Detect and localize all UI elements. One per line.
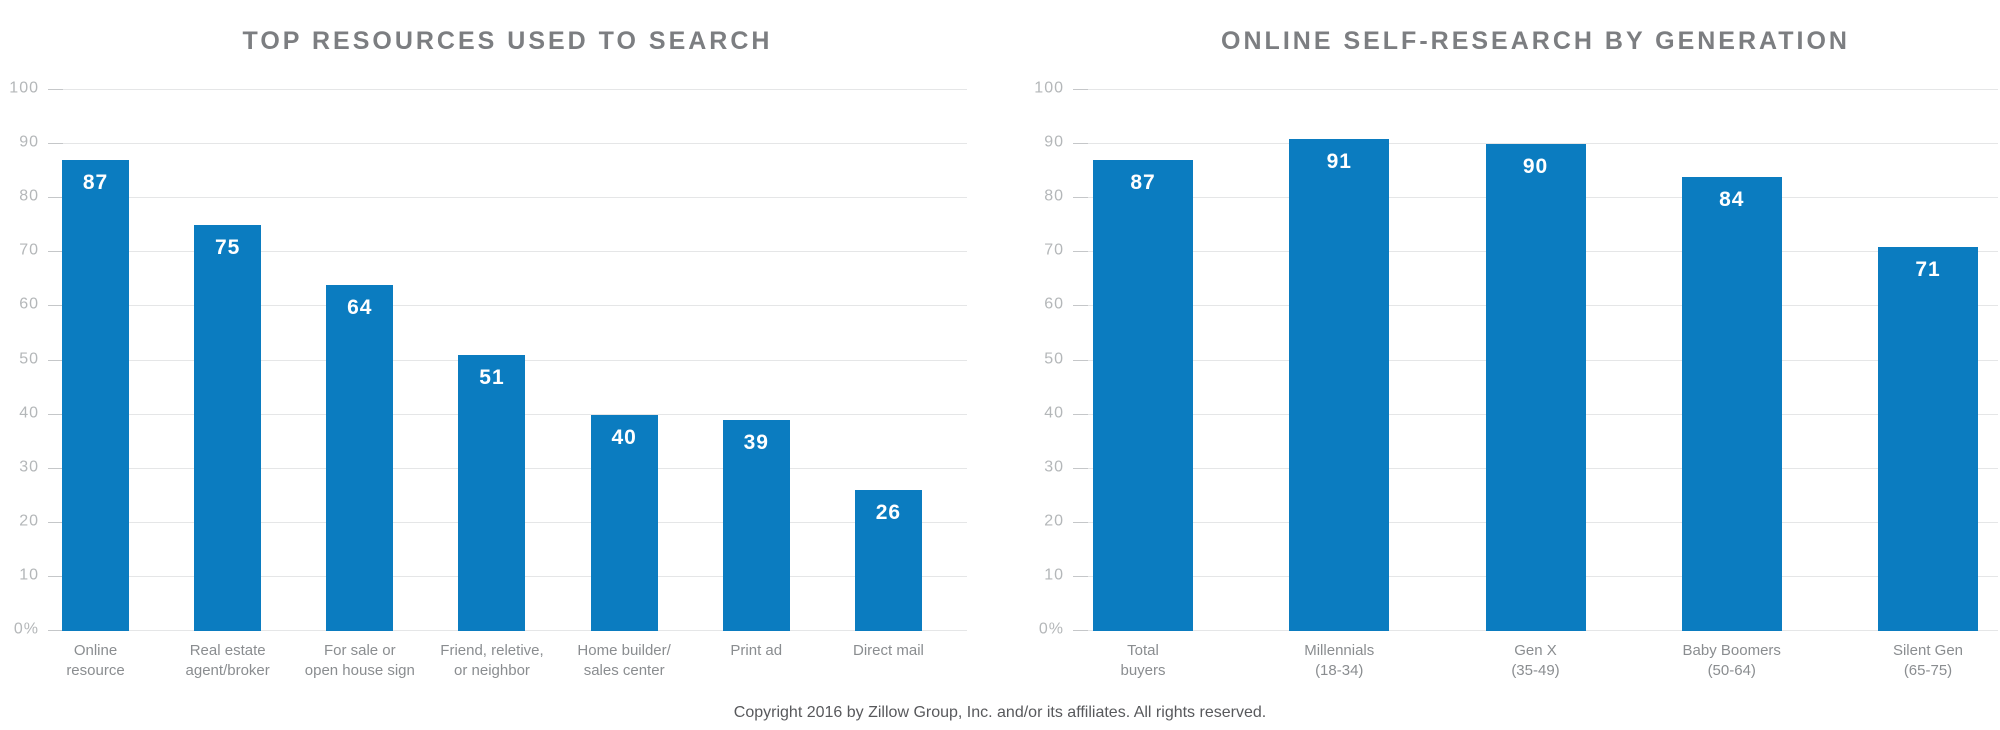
y-axis-tick-label: 80	[19, 187, 39, 205]
y-axis-tick-label: 70	[1044, 241, 1064, 259]
y-axis-tick-label: 30	[19, 458, 39, 476]
bar-value-label: 91	[1326, 149, 1352, 173]
y-axis-tick-label: 40	[19, 404, 39, 422]
bar: 64	[326, 284, 394, 631]
y-axis-tick-label: 40	[1044, 404, 1064, 422]
plot-area: 0% 10 20 30 40 50 60 70 80 90 100 87 75 64 51 40 39 26	[9, 80, 967, 638]
bar-value-label: 71	[1915, 257, 1941, 281]
chart-title: TOP RESOURCES USED TO SEARCH	[242, 26, 773, 55]
category-label: Baby Boomers (50-64)	[1682, 642, 1781, 679]
category-label: Gen X (35-49)	[1511, 642, 1560, 679]
y-axis-tick-label: 10	[19, 566, 39, 584]
y-axis-tick-label: 100	[9, 79, 39, 97]
bar: 87	[62, 160, 129, 631]
bar: 90	[1485, 144, 1586, 631]
y-axis-tick-label: 30	[1044, 458, 1064, 476]
category-label: Direct mail	[853, 642, 924, 659]
y-axis-tick-label: 20	[19, 512, 39, 530]
category-slot: Real estate agent/broker	[186, 641, 270, 689]
plot-area: 0% 10 20 30 40 50 60 70 80 90 100 87 91 90 84 71	[1034, 80, 1998, 638]
footer-copyright: Copyright 2016 by Zillow Group, Inc. and…	[733, 704, 1267, 721]
y-axis-tick-label: 70	[19, 241, 39, 259]
bar: 87	[1093, 160, 1193, 631]
category-slot: For sale or open house sign	[305, 641, 415, 689]
y-axis-tick-label: 100	[1034, 79, 1064, 97]
category-labels: Online resource Real estate agent/broker F…	[62, 641, 924, 689]
category-slot: Friend, reletive, or neighbor	[440, 641, 543, 689]
bar-value-label: 64	[347, 295, 373, 319]
y-axis-tick-label: 60	[1044, 296, 1064, 314]
y-axis-tick-label: 80	[1044, 187, 1064, 205]
category-slot: Direct mail	[853, 641, 924, 689]
category-label: Millennials (18-34)	[1304, 642, 1375, 679]
bar: 40	[590, 414, 658, 631]
y-axis-tick-label: 90	[19, 133, 39, 151]
bar: 71	[1878, 246, 1978, 631]
bar-value-label: 87	[82, 171, 109, 195]
gridline: 100	[1034, 80, 1998, 97]
gridline: 80	[19, 188, 967, 205]
gridline: 70	[19, 242, 967, 259]
category-slot: Home builder/ sales center	[577, 641, 670, 689]
y-axis-tick-label: 50	[1044, 350, 1064, 368]
bar-value-label: 26	[875, 501, 902, 525]
category-slot: Total buyers	[1093, 641, 1193, 689]
y-axis-tick-label: 20	[1044, 512, 1064, 530]
bar-value-label: 90	[1522, 155, 1549, 179]
y-axis-tick-label: 90	[1044, 133, 1064, 151]
bar: 51	[458, 355, 526, 631]
category-label: Total buyers	[1120, 642, 1166, 679]
category-label: Friend, reletive, or neighbor	[440, 642, 544, 679]
gridline: 100	[9, 80, 967, 97]
chart-self-research: ONLINE SELF-RESEARCH BY GENERATION 0% 10 2…	[1034, 0, 1998, 700]
bar-value-label: 51	[479, 366, 505, 390]
category-label: Print ad	[730, 642, 783, 659]
category-label: For sale or open house sign	[304, 642, 415, 679]
y-axis-tick-label: 0%	[13, 620, 39, 638]
category-labels: Total buyers Millennials (18-34) Gen X (35…	[1093, 641, 1978, 689]
category-slot: Silent Gen (65-75)	[1878, 641, 1978, 689]
y-axis-tick-label: 60	[19, 296, 39, 314]
gridline: 60	[19, 296, 967, 313]
bars-group: 87 91 90 84 71	[1093, 90, 1978, 631]
category-slot: Gen X (35-49)	[1486, 641, 1586, 689]
bar-value-label: 40	[611, 425, 637, 449]
category-label: Real estate agent/broker	[185, 642, 270, 679]
category-label: Online resource	[66, 642, 125, 679]
bar: 39	[722, 420, 790, 631]
category-slot: Millennials (18-34)	[1289, 641, 1389, 689]
category-slot: Online resource	[62, 641, 129, 689]
y-axis-tick-label: 0%	[1038, 620, 1064, 638]
y-axis-tick-label: 10	[1044, 566, 1064, 584]
gridline: 90	[1044, 134, 1998, 151]
category-label: Silent Gen (65-75)	[1892, 642, 1964, 679]
chart-title: ONLINE SELF-RESEARCH BY GENERATION	[1221, 26, 1850, 55]
bar-value-label: 75	[214, 236, 241, 260]
gridline: 90	[19, 134, 967, 151]
bar: 75	[194, 225, 262, 631]
category-slot: Baby Boomers (50-64)	[1682, 641, 1782, 689]
bar: 26	[854, 490, 922, 631]
y-axis-tick-label: 50	[19, 350, 39, 368]
bar-value-label: 84	[1719, 187, 1745, 211]
category-slot: Print ad	[723, 641, 790, 689]
bar: 84	[1681, 176, 1782, 631]
bar-value-label: 87	[1130, 171, 1156, 195]
bar: 91	[1289, 138, 1390, 631]
bar-value-label: 39	[743, 431, 769, 455]
bars-group: 87 75 64 51 40 39 26	[62, 90, 922, 631]
chart-top-resources: TOP RESOURCES USED TO SEARCH 0% 10 20 30 40 5…	[9, 0, 967, 700]
category-label: Home builder/ sales center	[577, 642, 671, 679]
